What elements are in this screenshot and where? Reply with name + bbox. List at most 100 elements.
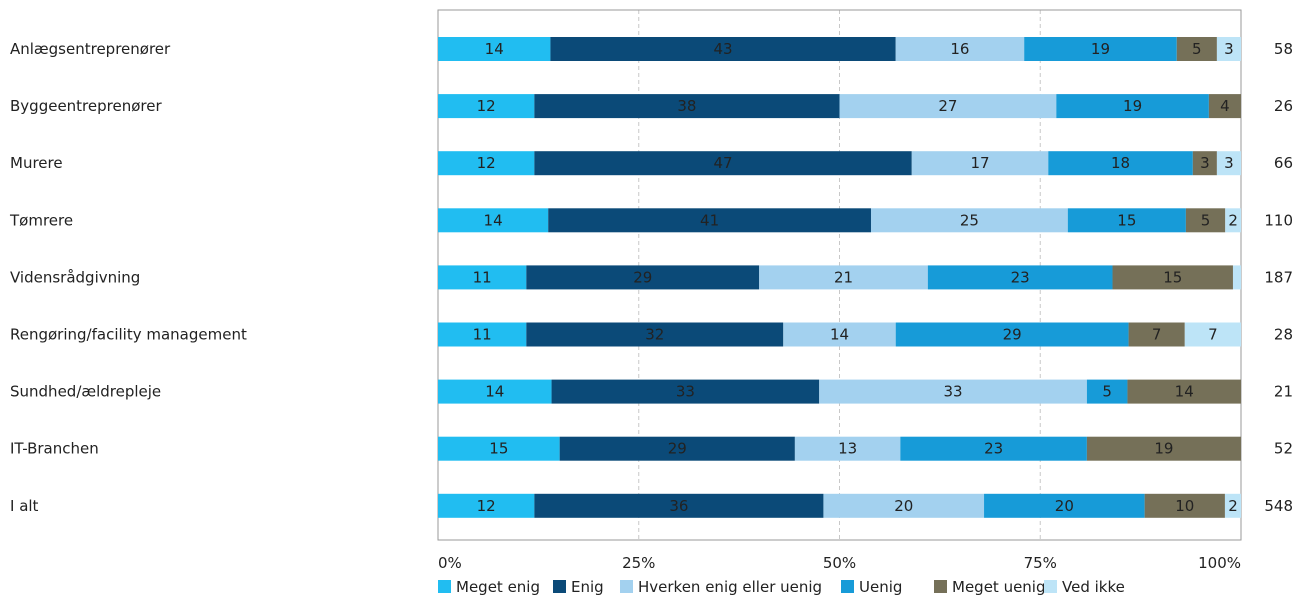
bar-segment: [438, 94, 535, 119]
bar-value-label: 10: [1175, 497, 1194, 515]
x-tick-label: 25%: [622, 554, 655, 572]
bar-segment: [900, 436, 1087, 461]
bar-segment: [1208, 94, 1241, 119]
bar-segment: [1192, 151, 1217, 176]
bar-value-label: 16: [950, 40, 969, 58]
bar-segment: [783, 322, 896, 347]
x-tick-label: 50%: [823, 554, 856, 572]
bar-value-label: 5: [1201, 211, 1211, 229]
category-label: Byggeentreprenører: [10, 97, 162, 115]
bar-value-label: 2: [1228, 211, 1238, 229]
category-label: IT-Branchen: [10, 440, 99, 458]
bar-value-label: 47: [714, 154, 733, 172]
legend-label: Hverken enig eller uenig: [638, 578, 822, 596]
bar-value-label: 7: [1208, 326, 1218, 344]
bar-value-label: 3: [1200, 154, 1210, 172]
bar-value-label: 38: [677, 97, 696, 115]
bar-segment: [438, 265, 527, 290]
bar-segment: [1086, 379, 1128, 404]
legend-label: Uenig: [859, 578, 902, 596]
n-label: 66: [1274, 154, 1293, 172]
bar-segment: [1067, 208, 1186, 233]
bar-value-label: 19: [1154, 440, 1173, 458]
category-label: Rengøring/facility management: [10, 326, 247, 344]
bar-value-label: 5: [1192, 40, 1202, 58]
bar-value-label: 41: [700, 211, 719, 229]
bar-segment: [438, 208, 549, 233]
bar-segment: [1232, 265, 1241, 290]
bar-segment: [1144, 493, 1225, 518]
bar-value-label: 32: [645, 326, 664, 344]
bar-segment: [1056, 94, 1209, 119]
bar-segment: [438, 379, 552, 404]
bar-value-label: 15: [1117, 211, 1136, 229]
n-label: 187: [1264, 268, 1293, 286]
bar-segment: [819, 379, 1087, 404]
n-label: 52: [1274, 440, 1293, 458]
bar-segment: [551, 379, 820, 404]
legend-swatch: [438, 580, 451, 593]
bar-segment: [550, 37, 896, 61]
bar-value-label: 3: [1224, 40, 1234, 58]
category-label: Tømrere: [9, 211, 73, 229]
legend-swatch: [1044, 580, 1057, 593]
bar-value-label: 21: [834, 268, 853, 286]
bar-value-label: 33: [944, 383, 963, 401]
bar-value-label: 23: [1011, 268, 1030, 286]
bar-segment: [895, 37, 1025, 61]
bar-segment: [794, 436, 901, 461]
bar-segment: [1048, 151, 1193, 176]
legend-label: Meget enig: [456, 578, 540, 596]
bar-value-label: 15: [1163, 268, 1182, 286]
bar-value-label: 27: [938, 97, 957, 115]
bar-segment: [438, 436, 560, 461]
bar-value-label: 29: [1003, 326, 1022, 344]
bar-segment: [1184, 322, 1241, 347]
bar-value-label: 19: [1123, 97, 1142, 115]
bar-value-label: 18: [1111, 154, 1130, 172]
legend-swatch: [553, 580, 566, 593]
bar-value-label: 12: [477, 497, 496, 515]
category-label: Vidensrådgivning: [10, 268, 140, 286]
bar-value-label: 14: [484, 211, 503, 229]
bar-value-label: 17: [970, 154, 989, 172]
legend-swatch: [620, 580, 633, 593]
bar-segment: [438, 37, 551, 61]
bar-value-label: 33: [676, 383, 695, 401]
bar-value-label: 20: [1055, 497, 1074, 515]
bar-value-label: 14: [1175, 383, 1194, 401]
bar-value-label: 7: [1152, 326, 1162, 344]
bar-segment: [1216, 151, 1241, 176]
n-label: 26: [1274, 97, 1293, 115]
bar-value-label: 14: [485, 383, 504, 401]
bar-segment: [438, 493, 535, 518]
legend-label: Enig: [571, 578, 604, 596]
category-label: Murere: [10, 154, 63, 172]
bar-segment: [1185, 208, 1226, 233]
bar-value-label: 2: [1228, 497, 1238, 515]
bar-segment: [895, 322, 1129, 347]
bar-segment: [911, 151, 1049, 176]
bar-segment: [1112, 265, 1233, 290]
bar-segment: [1127, 379, 1241, 404]
bar-segment: [438, 151, 535, 176]
bar-segment: [927, 265, 1113, 290]
bar-segment: [1024, 37, 1177, 61]
x-tick-label: 75%: [1024, 554, 1057, 572]
bar-segment: [1176, 37, 1217, 61]
bar-value-label: 14: [485, 40, 504, 58]
bar-value-label: 29: [633, 268, 652, 286]
category-label: I alt: [10, 497, 39, 515]
bar-value-label: 43: [714, 40, 733, 58]
bar-segment: [534, 493, 824, 518]
bar-value-label: 25: [960, 211, 979, 229]
n-label: 58: [1274, 40, 1293, 58]
bar-segment: [548, 208, 871, 233]
bar-value-label: 12: [477, 97, 496, 115]
bar-segment: [984, 493, 1145, 518]
bar-segment: [1128, 322, 1185, 347]
bar-segment: [759, 265, 928, 290]
bar-segment: [534, 94, 840, 119]
bar-segment: [559, 436, 795, 461]
n-label: 21: [1274, 383, 1293, 401]
